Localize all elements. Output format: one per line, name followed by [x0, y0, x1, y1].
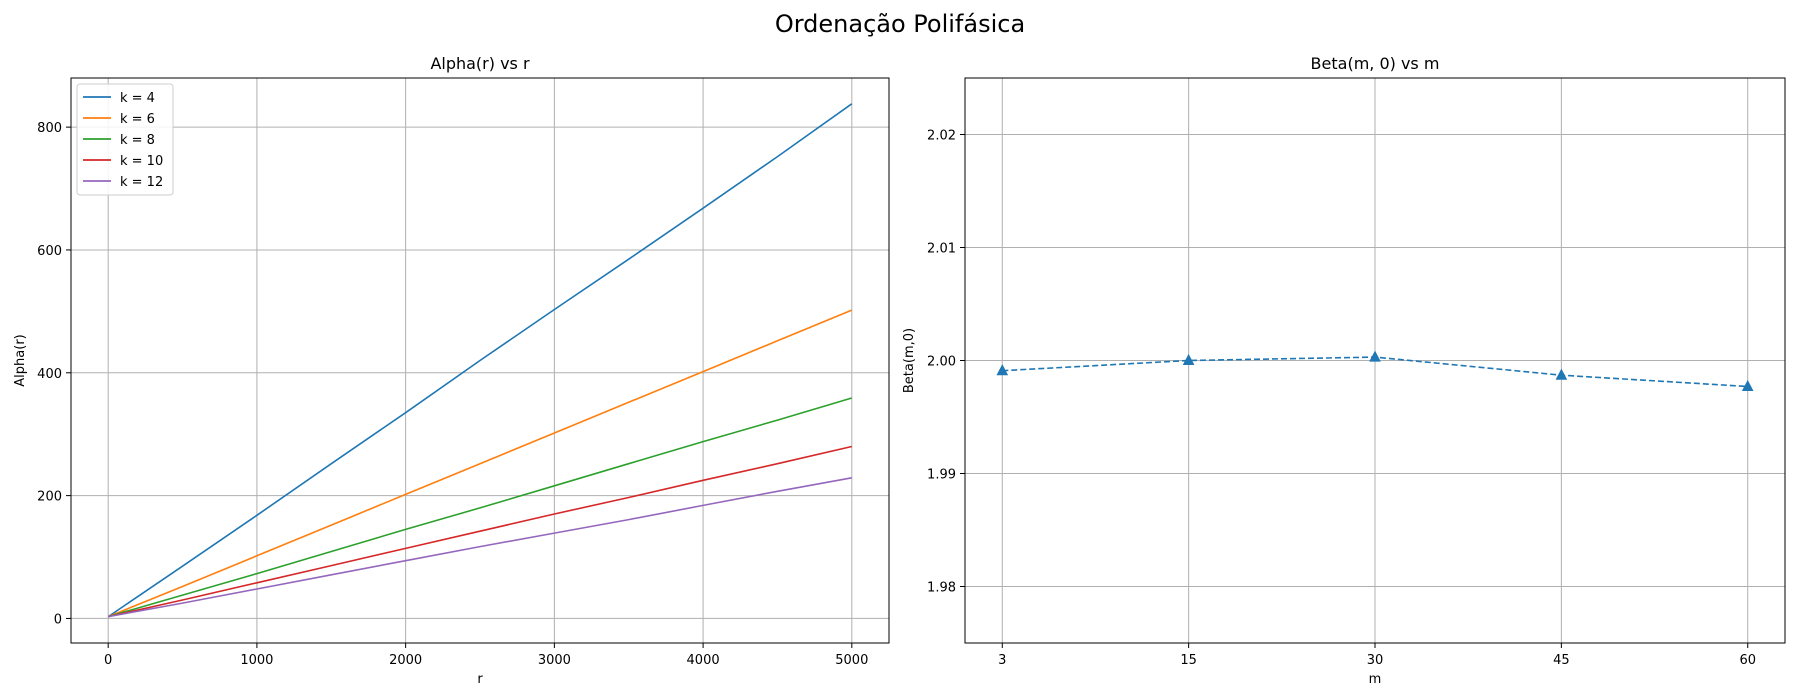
beta-triangle-marker	[996, 364, 1009, 376]
beta-series-group	[996, 350, 1754, 391]
beta-triangle-marker	[1182, 353, 1195, 365]
alpha-legend: k = 4 k = 6 k = 8 k = 10 k = 12	[76, 83, 174, 196]
alpha-chart-title: Alpha(r) vs r	[430, 54, 530, 73]
alpha-x-tick-label: 2000	[389, 653, 422, 668]
legend-label: k = 10	[120, 154, 163, 169]
alpha-series-line-4	[108, 477, 852, 618]
alpha-series-line-0	[107, 103, 853, 618]
beta-x-tick-label: 45	[1553, 653, 1570, 668]
alpha-series-line-2	[108, 397, 853, 618]
alpha-y-tick-label: 600	[37, 244, 62, 259]
alpha-series-line-1	[107, 309, 853, 618]
alpha-x-axis-label: r	[477, 672, 483, 687]
beta-gridlines	[965, 78, 1785, 643]
beta-chart-title: Beta(m, 0) vs m	[1311, 54, 1440, 73]
alpha-ticks: 0 1000 2000 3000 4000 5000 0 200 400 600 800	[37, 121, 868, 668]
alpha-y-axis-label: Alpha(r)	[13, 334, 28, 386]
alpha-x-tick-label: 3000	[538, 653, 571, 668]
beta-x-tick-label: 30	[1367, 653, 1384, 668]
legend-label: k = 6	[120, 112, 155, 127]
beta-y-tick-label: 1.99	[927, 468, 956, 483]
beta-x-axis-label: m	[1369, 672, 1382, 687]
alpha-gridlines	[71, 78, 889, 643]
alpha-series-group	[107, 103, 853, 618]
alpha-y-tick-label: 400	[37, 367, 62, 382]
beta-y-tick-label: 1.98	[927, 581, 956, 596]
alpha-chart: 0 1000 2000 3000 4000 5000 0 200 400 600 800 Alpha…	[13, 54, 890, 687]
legend-label: k = 4	[120, 91, 155, 106]
beta-triangle-marker	[1369, 350, 1381, 362]
beta-triangle-marker	[1555, 368, 1568, 380]
alpha-plot-frame	[70, 77, 890, 644]
alpha-y-tick-label: 200	[37, 490, 62, 505]
alpha-x-tick-label: 0	[104, 653, 112, 668]
beta-triangle-marker	[1741, 379, 1754, 391]
alpha-y-tick-label: 0	[54, 612, 62, 627]
beta-ticks: 3 15 30 45 60 1.98 1.99 2.00 2.01 2.02	[927, 129, 1756, 669]
alpha-x-tick-label: 4000	[687, 653, 720, 668]
beta-y-axis-label: Beta(m,0)	[902, 328, 917, 393]
legend-label: k = 8	[120, 133, 155, 148]
alpha-x-tick-label: 1000	[240, 653, 273, 668]
beta-x-tick-label: 3	[998, 653, 1006, 668]
beta-y-tick-label: 2.01	[927, 242, 956, 257]
beta-x-tick-label: 60	[1739, 653, 1756, 668]
beta-x-tick-label: 15	[1180, 653, 1197, 668]
figure-title: Ordenação Polifásica	[774, 10, 1026, 38]
alpha-y-tick-label: 800	[37, 121, 62, 136]
legend-label: k = 12	[120, 175, 163, 190]
beta-chart: 3 15 30 45 60 1.98 1.99 2.00 2.01 2.02 Beta(m, 0)…	[902, 54, 1786, 687]
alpha-series-line-3	[108, 445, 852, 618]
alpha-x-tick-label: 5000	[835, 653, 868, 668]
beta-y-tick-label: 2.00	[927, 355, 956, 370]
legend-box	[76, 83, 174, 196]
beta-y-tick-label: 2.02	[927, 129, 956, 144]
